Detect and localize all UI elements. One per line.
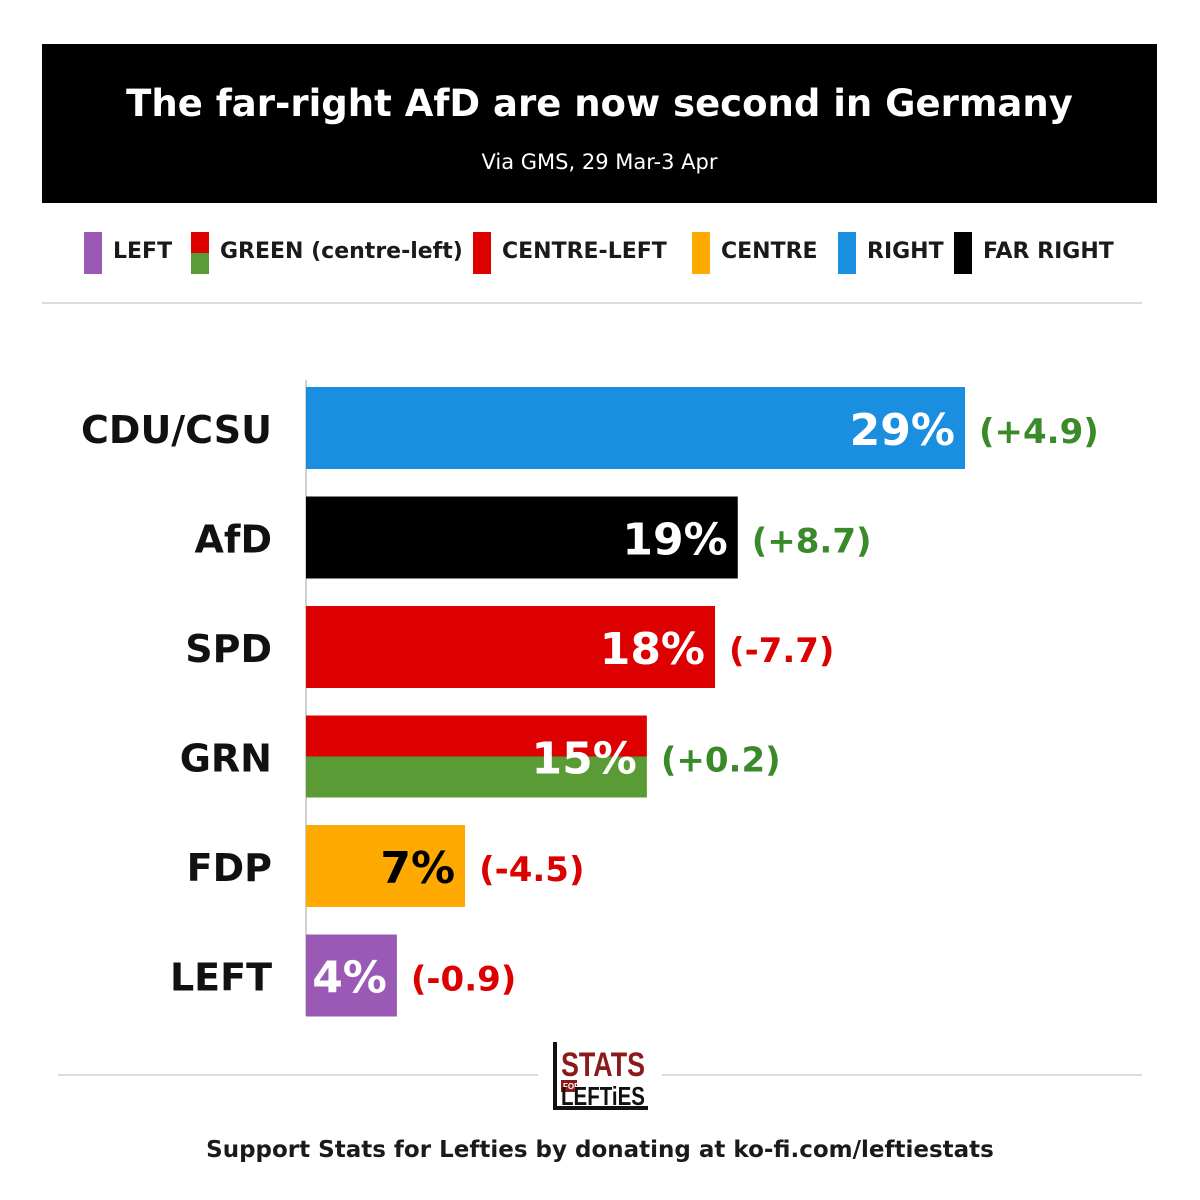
legend-swatch xyxy=(473,232,491,274)
chart-subtitle: Via GMS, 29 Mar-3 Apr xyxy=(481,150,718,174)
change-label: (+4.9) xyxy=(979,412,1099,452)
value-label: 19% xyxy=(622,515,727,566)
legend-swatch xyxy=(954,232,972,274)
category-label: LEFT xyxy=(170,956,272,1000)
legend-label: RIGHT xyxy=(867,239,944,264)
legend-label: CENTRE-LEFT xyxy=(502,239,667,264)
footer-text: Support Stats for Lefties by donating at… xyxy=(206,1137,994,1163)
change-label: (-7.7) xyxy=(729,631,834,671)
change-label: (-0.9) xyxy=(411,960,516,1000)
bar xyxy=(306,606,716,688)
bar-chart: CDU/CSU 29% (+4.9) AfD 19% (+8.7) SPD 18% (-7.7)… xyxy=(81,380,1099,1017)
divider-top xyxy=(42,302,1142,304)
value-label: 18% xyxy=(600,624,705,675)
chart-title: The far-right AfD are now second in Germ… xyxy=(126,82,1073,125)
change-label: (+0.2) xyxy=(661,741,781,781)
bar xyxy=(306,496,738,579)
category-label: AfD xyxy=(195,518,272,562)
legend-swatch xyxy=(84,232,102,274)
legend: LEFT GREEN (centre-left) CENTRE-LEFT CEN… xyxy=(84,230,1144,274)
header-banner xyxy=(42,44,1157,203)
bar xyxy=(306,387,965,469)
value-label: 29% xyxy=(850,405,955,456)
category-label: SPD xyxy=(185,627,272,671)
change-label: (-4.5) xyxy=(479,850,584,890)
legend-label: GREEN (centre-left) xyxy=(220,239,463,264)
logo-text-for: FOR xyxy=(563,1082,580,1091)
value-label: 15% xyxy=(532,734,637,785)
divider-bottom-left xyxy=(58,1074,538,1076)
category-label: FDP xyxy=(187,846,272,890)
legend-swatch xyxy=(692,232,710,274)
bar-bottom-half xyxy=(306,756,647,798)
divider-bottom-right xyxy=(662,1074,1142,1076)
bar xyxy=(306,934,397,1017)
bar-top-half xyxy=(306,715,647,757)
stats-for-lefties-logo: STATS FOR LEFTiES xyxy=(553,1042,648,1110)
legend-label: FAR RIGHT xyxy=(983,239,1114,264)
logo-text-lefties: LEFTiES xyxy=(561,1081,645,1110)
legend-swatch xyxy=(838,232,856,274)
category-label: GRN xyxy=(180,737,272,781)
bar xyxy=(306,825,466,907)
logo-text-stats: STATS xyxy=(561,1046,645,1084)
legend-label: CENTRE xyxy=(721,239,818,264)
value-label: 4% xyxy=(312,953,387,1004)
value-label: 7% xyxy=(380,843,455,894)
legend-swatch xyxy=(191,232,209,274)
change-label: (+8.7) xyxy=(752,522,872,562)
legend-label: LEFT xyxy=(113,239,173,264)
category-label: CDU/CSU xyxy=(81,408,272,452)
